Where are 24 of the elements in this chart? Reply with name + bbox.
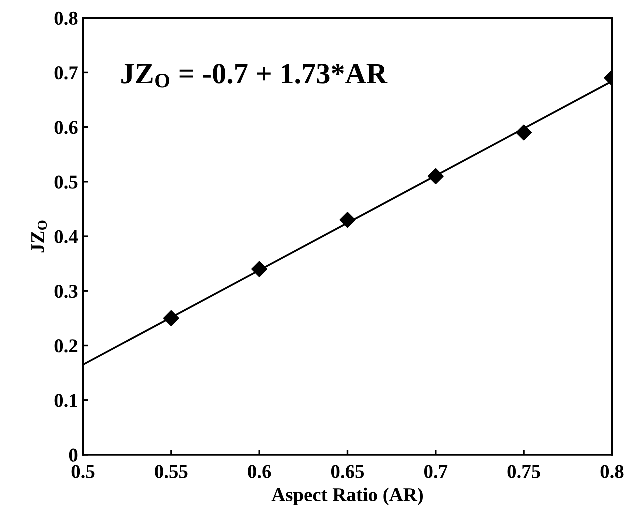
annotation: JZ$_{O}$ = -0.7 + 1.73*AR [122, 64, 388, 88]
point [516, 124, 532, 141]
x-tick-label: 0.8 [600, 465, 624, 478]
x-tick-label: 0.6 [248, 465, 272, 478]
point [428, 168, 444, 184]
x-axis-title: Aspect Ratio (AR) [272, 488, 424, 506]
y-tick-label: 0.2 [54, 340, 78, 353]
y-tick-label: 0.7 [54, 66, 78, 80]
x-tick-label: 0.55 [155, 465, 188, 478]
x-tick-label: 0.65 [331, 465, 364, 478]
y-axis-title: JZ$_{O}$ [32, 220, 48, 253]
point [340, 212, 356, 228]
x-tick-label: 0.5 [72, 465, 95, 478]
y-tick-label: 0 [69, 448, 78, 462]
y-tick-label: 0.3 [54, 284, 78, 298]
point [252, 261, 268, 278]
point [163, 310, 180, 326]
x-tick-label: 0.75 [508, 465, 540, 478]
x-tick-label: 0.7 [424, 465, 448, 478]
y-tick-label: 0.8 [54, 12, 78, 26]
y-tick-label: 0.5 [54, 176, 78, 189]
y-tick-label: 0.6 [54, 121, 78, 134]
y-tick-label: 0.4 [54, 230, 78, 244]
y-tick-label: 0.1 [54, 394, 78, 408]
